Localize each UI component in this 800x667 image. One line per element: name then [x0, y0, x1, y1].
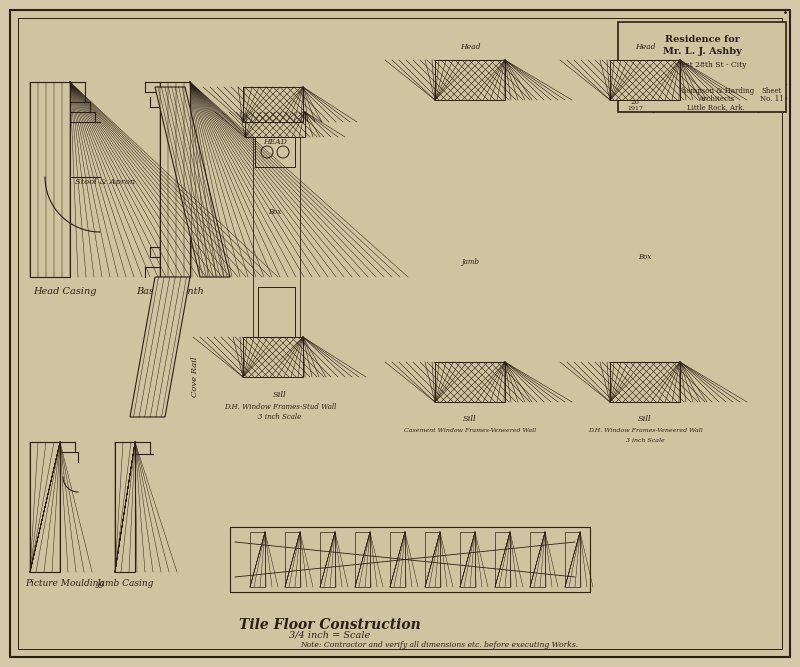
Bar: [435, 362, 505, 402]
Bar: [435, 60, 505, 100]
Bar: [250, 532, 265, 587]
Text: Box: Box: [638, 253, 652, 261]
Text: Head: Head: [460, 43, 480, 51]
Text: Mr. L. J. Ashby: Mr. L. J. Ashby: [662, 47, 742, 57]
Bar: [530, 532, 545, 587]
Bar: [285, 532, 300, 587]
Bar: [230, 527, 590, 592]
Bar: [115, 442, 135, 572]
Bar: [30, 442, 60, 572]
Text: Feb: Feb: [629, 87, 642, 95]
Bar: [610, 60, 680, 100]
Bar: [243, 337, 303, 377]
Bar: [243, 87, 303, 122]
Bar: [30, 82, 70, 277]
Text: Little Rock, Ark.: Little Rock, Ark.: [687, 103, 745, 111]
Bar: [495, 532, 510, 587]
Polygon shape: [130, 277, 190, 417]
Bar: [160, 82, 190, 277]
Text: D.H. Window Frames-Stud Wall: D.H. Window Frames-Stud Wall: [224, 403, 336, 411]
Text: Thompson & Harding: Thompson & Harding: [678, 87, 754, 95]
Text: 3 inch Scale: 3 inch Scale: [258, 413, 302, 421]
Bar: [320, 532, 335, 587]
Text: Stool & Apron: Stool & Apron: [75, 178, 135, 186]
Text: 416 West 28th St - City: 416 West 28th St - City: [658, 61, 746, 69]
Text: Tile Floor Construction: Tile Floor Construction: [239, 618, 421, 632]
Text: Jamb Casing: Jamb Casing: [96, 580, 154, 588]
Text: D.H. Window Frames-Veneered Wall: D.H. Window Frames-Veneered Wall: [588, 428, 702, 434]
Text: Head Casing: Head Casing: [34, 287, 97, 297]
Bar: [355, 532, 370, 587]
Text: Base & Plinth: Base & Plinth: [136, 287, 204, 297]
Bar: [618, 22, 786, 112]
Bar: [255, 137, 295, 167]
Text: 3 inch Scale: 3 inch Scale: [626, 438, 664, 444]
Text: Sill: Sill: [273, 391, 287, 399]
Text: Jamb: Jamb: [461, 258, 479, 266]
Text: Casement Window Frames-Veneered Wall: Casement Window Frames-Veneered Wall: [404, 428, 536, 434]
Text: Picture Moulding: Picture Moulding: [26, 580, 105, 588]
Text: Sill: Sill: [463, 415, 477, 423]
Text: HEAD: HEAD: [263, 138, 287, 146]
Bar: [245, 112, 305, 137]
Text: Residence for: Residence for: [665, 35, 739, 43]
Text: 3/4 inch = Scale: 3/4 inch = Scale: [290, 630, 370, 640]
Text: Cove Rail: Cove Rail: [191, 357, 199, 398]
Text: No. 11: No. 11: [760, 95, 784, 103]
Text: Note: Contractor and verify all dimensions etc. before executing Works.: Note: Contractor and verify all dimensio…: [300, 641, 578, 649]
Text: 20: 20: [630, 98, 639, 106]
Bar: [565, 532, 580, 587]
Bar: [610, 362, 680, 402]
Text: 1917: 1917: [627, 105, 643, 111]
Text: Sheet: Sheet: [762, 87, 782, 95]
Text: Sill: Sill: [638, 415, 652, 423]
Text: Head: Head: [634, 43, 655, 51]
Bar: [425, 532, 440, 587]
Polygon shape: [155, 87, 230, 277]
Bar: [390, 532, 405, 587]
Text: Architects: Architects: [698, 95, 734, 103]
Bar: [460, 532, 475, 587]
Text: Box: Box: [268, 208, 282, 216]
